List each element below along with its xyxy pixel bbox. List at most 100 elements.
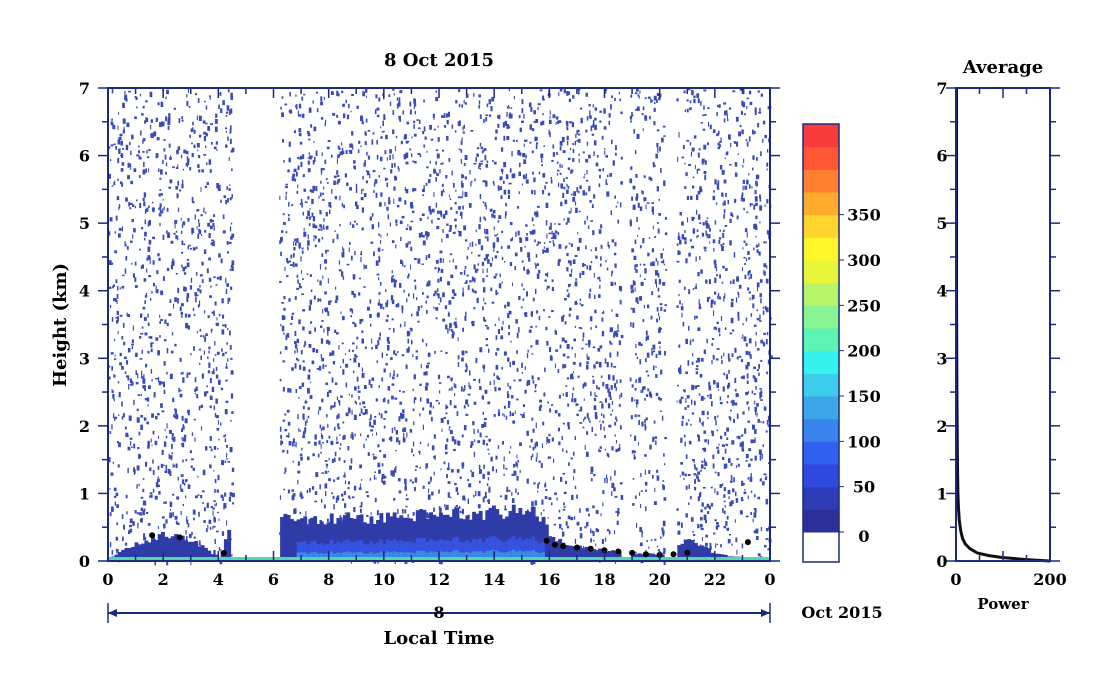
noise-cell (493, 182, 495, 186)
noise-cell (735, 393, 739, 398)
noise-cell (663, 497, 667, 501)
noise-cell (386, 157, 388, 161)
noise-cell (517, 492, 519, 495)
noise-cell (723, 494, 726, 498)
noise-cell (463, 99, 465, 104)
noise-cell (188, 244, 191, 247)
noise-cell (331, 492, 333, 495)
noise-cell (592, 104, 594, 108)
noise-cell (414, 397, 417, 400)
noise-cell (165, 116, 168, 122)
noise-cell (595, 162, 599, 167)
noise-cell (398, 490, 402, 494)
noise-cell (300, 198, 303, 204)
noise-cell (336, 114, 339, 118)
noise-cell (336, 415, 338, 420)
noise-cell (618, 286, 622, 291)
noise-cell (174, 515, 178, 520)
noise-cell (322, 198, 325, 201)
noise-cell (338, 345, 340, 350)
noise-cell (766, 230, 770, 235)
noise-cell (110, 472, 114, 476)
noise-cell (558, 509, 561, 513)
noise-cell (504, 304, 507, 309)
noise-cell (364, 131, 367, 136)
noise-cell (614, 495, 618, 498)
noise-cell (554, 363, 556, 369)
noise-cell (521, 260, 524, 263)
noise-cell (114, 501, 116, 506)
noise-cell (351, 94, 354, 96)
layer-core (462, 542, 467, 561)
noise-cell (336, 233, 339, 240)
noise-cell (579, 302, 581, 305)
noise-cell (147, 322, 150, 326)
noise-cell (635, 108, 638, 111)
noise-cell (325, 250, 327, 254)
noise-cell (362, 188, 364, 191)
noise-cell (134, 469, 136, 474)
noise-cell (335, 286, 337, 290)
noise-cell (185, 162, 188, 167)
noise-cell (422, 194, 425, 196)
noise-cell (414, 285, 417, 290)
noise-cell (225, 111, 229, 114)
noise-cell (189, 134, 191, 138)
noise-cell (559, 524, 562, 529)
noise-cell (413, 398, 416, 404)
layer-core-high (429, 551, 433, 561)
noise-cell (363, 385, 367, 389)
noise-cell (131, 343, 134, 346)
noise-cell (578, 210, 581, 213)
noise-cell (574, 538, 577, 544)
noise-cell (648, 546, 650, 549)
noise-cell (608, 244, 610, 249)
noise-cell (286, 333, 290, 338)
noise-cell (474, 290, 477, 294)
noise-cell (284, 103, 288, 106)
noise-cell (411, 313, 413, 317)
noise-cell (138, 157, 142, 160)
noise-cell (585, 92, 588, 97)
noise-cell (433, 293, 436, 297)
noise-cell (645, 330, 648, 336)
noise-cell (525, 173, 527, 179)
noise-cell (586, 169, 588, 175)
layer-column (525, 510, 529, 561)
noise-cell (658, 350, 662, 355)
noise-cell (648, 392, 652, 397)
noise-cell (164, 154, 167, 160)
noise-cell (735, 116, 739, 122)
noise-cell (632, 310, 636, 313)
noise-cell (425, 512, 429, 518)
noise-cell (375, 398, 378, 402)
noise-cell (612, 375, 615, 381)
layer-core (319, 543, 324, 561)
noise-cell (680, 365, 682, 370)
noise-cell (559, 141, 563, 146)
noise-cell (442, 292, 445, 298)
noise-cell (719, 396, 722, 401)
layer-column (392, 512, 397, 561)
noise-cell (143, 536, 147, 541)
layer-core (369, 540, 374, 561)
noise-cell (547, 439, 550, 444)
noise-cell (503, 162, 507, 168)
layer-core-high (402, 552, 407, 561)
noise-cell (388, 200, 391, 205)
noise-cell (341, 271, 344, 277)
noise-cell (566, 356, 570, 359)
noise-cell (386, 299, 389, 305)
noise-cell (187, 325, 190, 330)
noise-cell (723, 525, 726, 529)
noise-cell (393, 470, 395, 476)
noise-cell (733, 141, 737, 144)
noise-cell (389, 149, 392, 154)
noise-cell (664, 463, 666, 466)
noise-cell (134, 277, 137, 282)
noise-cell (682, 145, 685, 149)
noise-cell (569, 121, 572, 124)
noise-cell (712, 195, 716, 201)
noise-cell (145, 100, 148, 103)
noise-cell (615, 511, 618, 513)
